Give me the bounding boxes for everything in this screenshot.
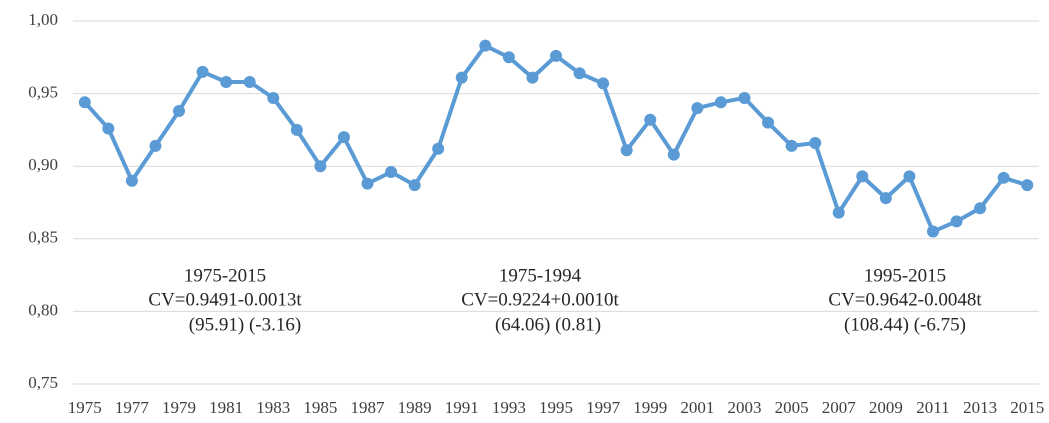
point	[809, 136, 822, 149]
x-tick-label: 2015	[1010, 398, 1044, 417]
x-tick-label: 2011	[916, 398, 949, 417]
x-tick-label: 1991	[445, 398, 479, 417]
x-tick-label: 1995	[539, 398, 573, 417]
point	[173, 105, 186, 118]
point	[125, 174, 138, 187]
point	[267, 91, 280, 104]
x-tick-label: 1981	[209, 398, 243, 417]
point	[762, 116, 775, 129]
y-tick-label: 0,80	[28, 300, 58, 319]
annotation: (64.06) (0.81)	[495, 314, 601, 335]
x-tick-label: 1997	[586, 398, 621, 417]
point	[408, 179, 421, 192]
annotation: 1995-2015	[864, 265, 946, 286]
point	[196, 65, 209, 78]
annotation: 1975-1994	[499, 265, 582, 286]
x-tick-label: 1989	[398, 398, 432, 417]
point	[926, 225, 939, 238]
x-tick-label: 1987	[351, 398, 386, 417]
y-tick-label: 0,95	[28, 83, 58, 102]
x-tick-label: 1985	[303, 398, 337, 417]
y-tick-label: 0,85	[28, 228, 58, 247]
x-tick-label: 1983	[256, 398, 290, 417]
x-tick-label: 1999	[633, 398, 667, 417]
point	[714, 96, 727, 109]
point	[597, 77, 610, 90]
annotation: (95.91) (-3.16)	[189, 314, 301, 335]
annotation: 1975-2015	[184, 265, 266, 286]
point	[78, 96, 91, 109]
point	[361, 177, 374, 190]
x-tick-label: 1993	[492, 398, 526, 417]
point	[620, 144, 633, 157]
annotation: CV=0.9224+0.0010t	[461, 289, 619, 310]
y-tick-label: 1,00	[28, 10, 58, 29]
x-tick-label: 1975	[68, 398, 102, 417]
point	[479, 39, 492, 52]
point	[550, 49, 562, 62]
point	[691, 102, 704, 115]
x-tick-label: 2005	[775, 398, 809, 417]
x-tick-label: 1977	[115, 398, 150, 417]
annotation: CV=0.9491-0.0013t	[148, 289, 302, 310]
point	[903, 170, 916, 183]
x-tick-label: 2009	[869, 398, 903, 417]
point	[385, 166, 398, 179]
x-tick-label: 2013	[963, 398, 997, 417]
x-tick-label: 2001	[680, 398, 714, 417]
point	[950, 215, 963, 228]
point	[220, 75, 233, 88]
point	[785, 139, 798, 152]
point	[432, 142, 445, 155]
point	[832, 206, 845, 219]
annotation: CV=0.9642-0.0048t	[828, 289, 982, 310]
point	[290, 123, 303, 136]
point	[974, 202, 987, 215]
point	[337, 131, 350, 144]
x-tick-label: 2003	[727, 398, 761, 417]
point	[502, 51, 515, 64]
annotation: (108.44) (-6.75)	[844, 314, 966, 335]
y-tick-label: 0,75	[28, 373, 58, 392]
point	[997, 171, 1010, 184]
point	[856, 170, 869, 183]
point	[879, 192, 892, 205]
point	[102, 122, 115, 135]
point	[243, 75, 256, 88]
y-tick-label: 0,90	[28, 155, 58, 174]
point	[644, 113, 657, 126]
x-tick-label: 1979	[162, 398, 196, 417]
point	[526, 71, 539, 84]
point	[573, 67, 586, 80]
point	[314, 160, 327, 173]
point	[738, 91, 751, 104]
point	[455, 71, 468, 84]
point	[667, 148, 680, 161]
point	[149, 139, 162, 152]
x-tick-label: 2007	[822, 398, 857, 417]
point	[1021, 179, 1034, 192]
